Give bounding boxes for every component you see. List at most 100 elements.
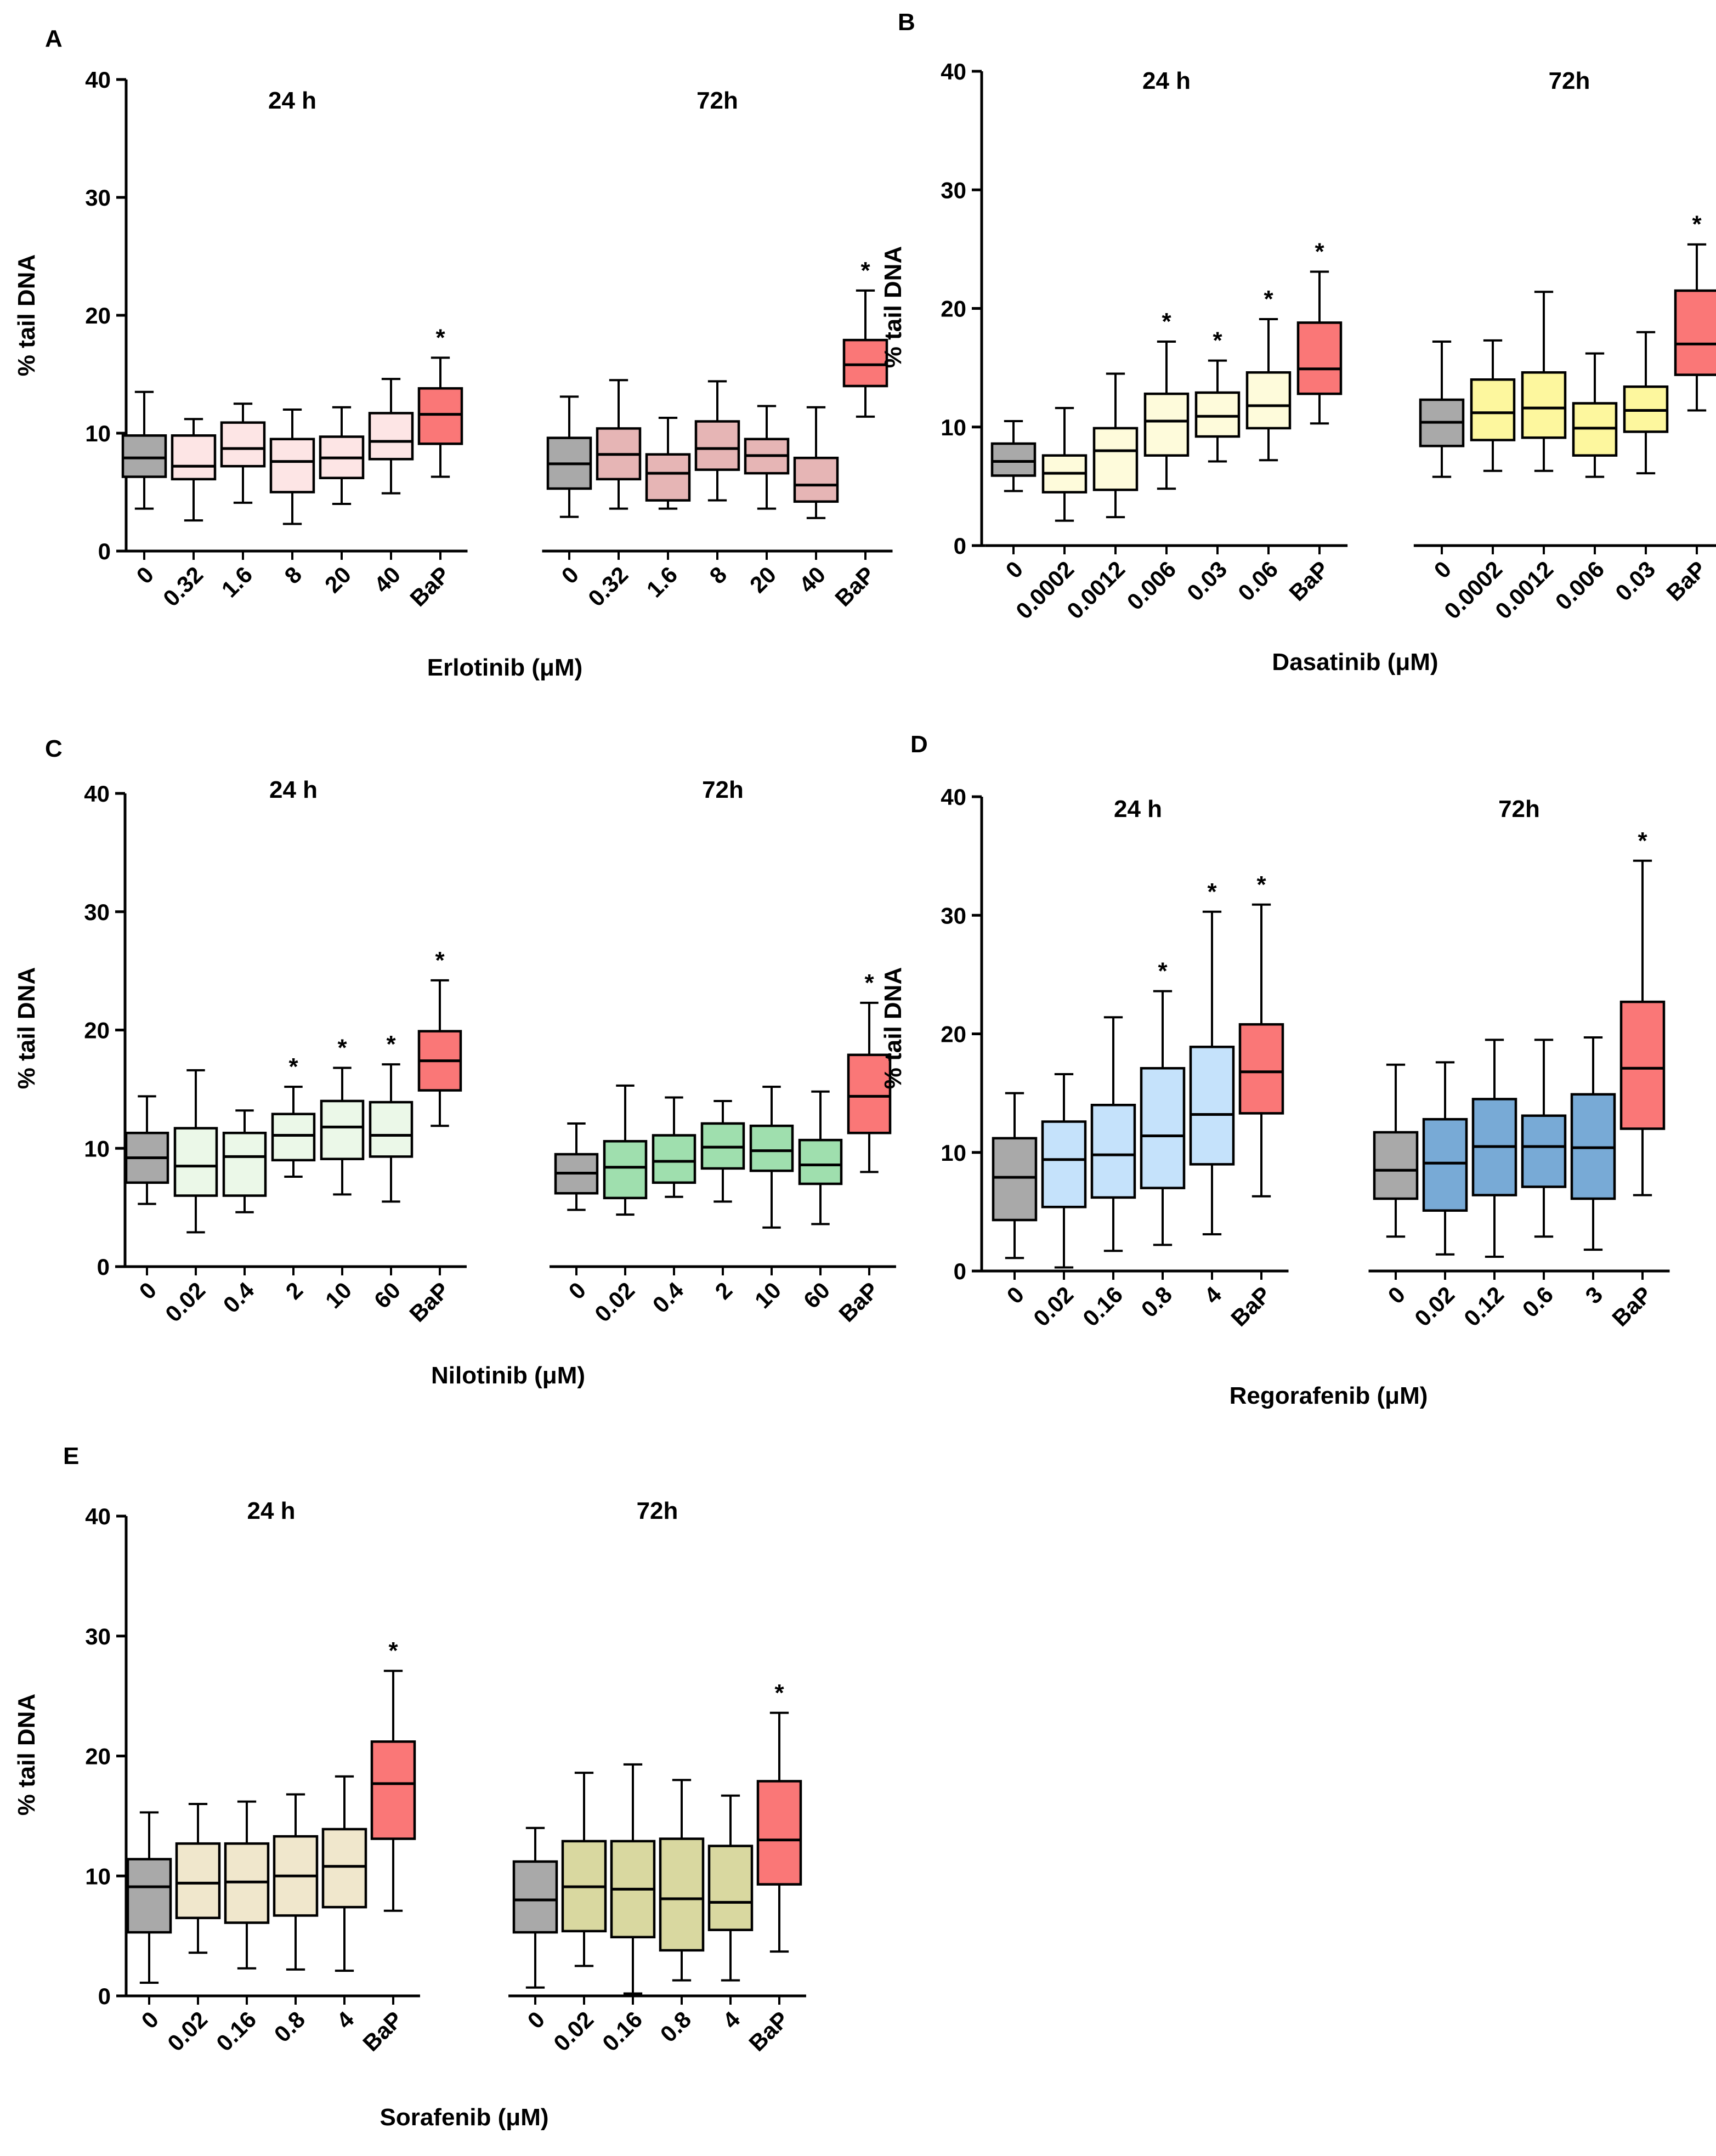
box-plot: 10 *: [320, 1035, 365, 1313]
y-tick-label: 30: [85, 1624, 111, 1649]
category-label: BaP: [1661, 556, 1711, 606]
box-plot: 0.02: [590, 1084, 648, 1327]
box-plot: 0.32: [583, 379, 642, 611]
iqr-box: [321, 1828, 367, 1909]
iqr-box: [1092, 427, 1139, 491]
condition-label: 24 h: [268, 87, 316, 114]
significance-asterisk: *: [774, 1680, 784, 1706]
iqr-box: [1521, 1114, 1567, 1188]
significance-asterisk: *: [860, 257, 870, 284]
category-label: 0.006: [1550, 556, 1610, 615]
category-label: 0.02: [1028, 1281, 1078, 1331]
category-label: 1.6: [642, 561, 683, 603]
significance-asterisk: *: [1692, 211, 1702, 238]
category-label: 0.006: [1122, 556, 1181, 615]
category-label: 0.6: [1517, 1281, 1559, 1323]
box-plot: 4: [707, 1794, 754, 2034]
y-tick-label: 20: [941, 296, 966, 322]
category-label: 0.8: [1136, 1281, 1177, 1323]
condition-label: 24 h: [1142, 67, 1191, 94]
category-label: 3: [1580, 1281, 1607, 1309]
category-label: 4: [1199, 1281, 1226, 1309]
category-label: 0.03: [1610, 556, 1660, 606]
iqr-box: [1143, 392, 1190, 457]
significance-asterisk: *: [1264, 286, 1273, 313]
significance-asterisk: *: [288, 1053, 298, 1080]
box-plot: 0.02: [160, 1069, 218, 1327]
iqr-box: [749, 1125, 794, 1172]
category-label: BaP: [830, 561, 880, 611]
significance-asterisk: *: [1207, 878, 1217, 905]
iqr-box: [269, 438, 315, 493]
y-tick-label: 20: [85, 303, 111, 328]
y-tick-label: 0: [954, 1258, 966, 1284]
box-plot: 0.8: [655, 1779, 705, 2047]
box-plot: 0.4: [218, 1109, 267, 1318]
y-tick-label: 40: [85, 1503, 111, 1529]
x-axis-label: Nilotinib (μM): [431, 1362, 585, 1389]
iqr-box: [173, 1127, 218, 1197]
box-plot: BaP *: [405, 324, 463, 611]
x-axis-label: Sorafenib (μM): [380, 2104, 548, 2131]
category-label: 0.03: [1182, 556, 1232, 606]
category-label: 0: [556, 561, 584, 589]
box-plot: BaP *: [1284, 238, 1343, 606]
x-axis-label: Regorafenib (μM): [1230, 1382, 1428, 1409]
iqr-box: [171, 434, 217, 481]
category-label: 0.0002: [1011, 556, 1079, 624]
y-tick-label: 0: [98, 538, 111, 564]
box-plot: 60: [798, 1090, 843, 1313]
category-label: 0.4: [218, 1277, 259, 1318]
iqr-box: [793, 456, 839, 503]
y-tick-label: 10: [85, 421, 111, 446]
y-axis-label: % tail DNA: [13, 1694, 40, 1815]
y-tick-label: 40: [941, 59, 966, 84]
category-label: 0.06: [1233, 556, 1283, 606]
category-label: 0: [563, 1277, 591, 1304]
iqr-box: [222, 1131, 267, 1197]
iqr-box: [1521, 371, 1567, 439]
condition-label: 72h: [1549, 67, 1590, 94]
y-axis-label: % tail DNA: [880, 246, 907, 368]
iqr-box: [756, 1780, 802, 1886]
iqr-box: [645, 453, 691, 502]
significance-asterisk: *: [1213, 327, 1222, 354]
iqr-box: [1140, 1066, 1186, 1189]
iqr-box: [1041, 1120, 1087, 1209]
iqr-box: [1238, 1023, 1284, 1115]
condition-label: 72h: [1498, 796, 1540, 822]
category-label: 60: [798, 1277, 835, 1313]
significance-asterisk: *: [1256, 871, 1266, 898]
iqr-box: [369, 1100, 414, 1158]
iqr-box: [1245, 371, 1292, 430]
iqr-box: [659, 1837, 705, 1952]
significance-asterisk: *: [1638, 827, 1647, 854]
category-label: 0: [1000, 556, 1028, 583]
iqr-box: [175, 1842, 221, 1920]
panel-letter: A: [45, 25, 63, 52]
category-label: 0.32: [583, 561, 633, 611]
category-label: 0.16: [211, 2006, 261, 2056]
category-label: 0.4: [648, 1277, 689, 1318]
box-plot: BaP *: [1607, 827, 1666, 1331]
category-label: 0: [1429, 556, 1456, 583]
iqr-box: [368, 412, 414, 461]
y-tick-label: 20: [85, 1744, 111, 1769]
category-label: 2: [280, 1277, 308, 1304]
iqr-box: [1674, 289, 1716, 376]
category-label: 0.02: [162, 2006, 212, 2056]
panel-letter: E: [63, 1443, 79, 1470]
y-tick-label: 30: [941, 177, 966, 203]
category-label: 0.16: [597, 2006, 647, 2056]
significance-asterisk: *: [388, 1637, 398, 1664]
category-label: 0.0012: [1062, 556, 1130, 624]
iqr-box: [694, 420, 740, 471]
box-plot: 0.6: [1517, 1039, 1567, 1323]
iqr-box: [1373, 1131, 1419, 1200]
iqr-box: [271, 1113, 316, 1162]
category-label: 40: [794, 561, 830, 598]
iqr-box: [603, 1140, 648, 1200]
box-plot: 4: [321, 1775, 367, 2034]
